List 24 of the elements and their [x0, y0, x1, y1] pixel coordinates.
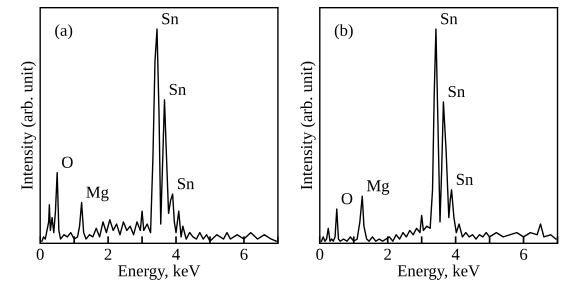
x-axis-title: Energy, keV	[398, 264, 480, 280]
x-tick-label: 2	[384, 248, 391, 260]
annotation: Sn	[441, 13, 458, 24]
annotation: Sn	[162, 13, 179, 24]
x-tick-label: 2	[104, 248, 112, 260]
annotation: Sn	[170, 84, 186, 96]
annotation: (a)	[55, 24, 72, 40]
annotation: Sn	[178, 178, 194, 190]
annotation: Mg	[86, 186, 109, 202]
x-axis-title: Energy, keV	[118, 264, 200, 280]
x-tick-label: 0	[316, 248, 324, 260]
annotation: O	[342, 193, 352, 204]
annotation: (b)	[334, 24, 353, 40]
x-tick-label: 6	[520, 248, 528, 260]
x-tick-label: 0	[36, 248, 44, 260]
annotation: Mg	[366, 180, 390, 195]
x-tick-label: 6	[240, 248, 248, 260]
annotation: Sn	[448, 86, 465, 98]
y-axis-title: Intensity (arb. unit)	[300, 62, 316, 190]
y-axis-title: Intensity (arb. unit)	[20, 62, 36, 190]
annotation: O	[62, 156, 73, 168]
x-tick-label: 4	[452, 248, 460, 260]
annotation: Sn	[456, 174, 474, 185]
x-tick-label: 4	[172, 248, 180, 260]
